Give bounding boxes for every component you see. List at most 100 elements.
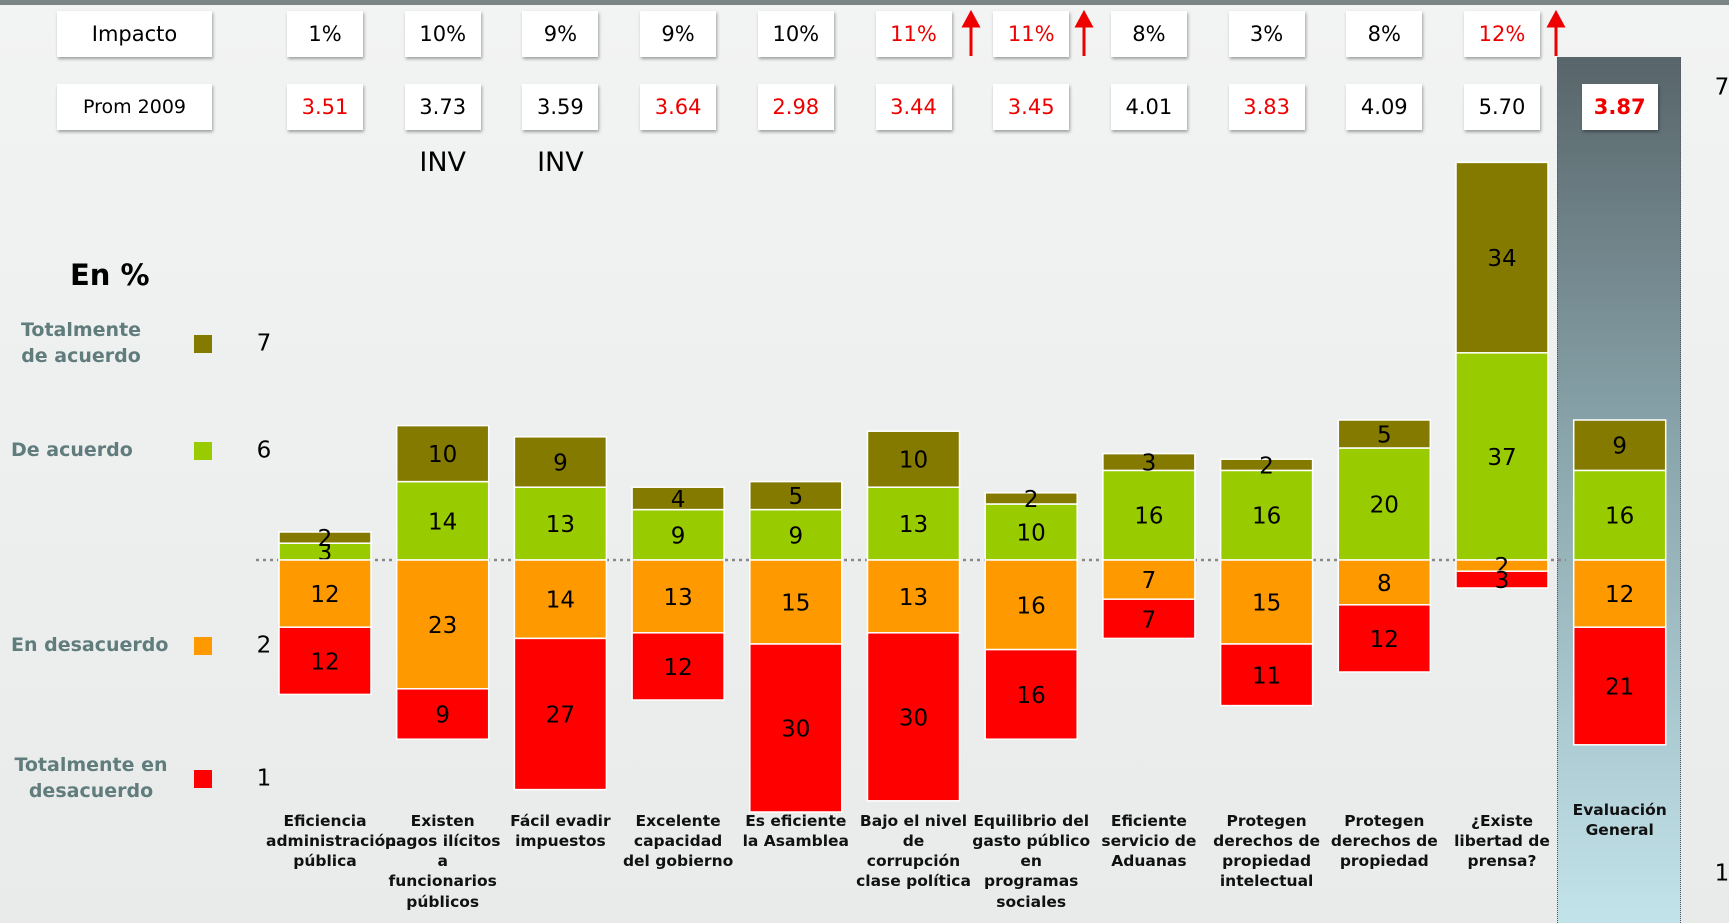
bar-segment xyxy=(631,632,725,701)
prom-label: Prom 2009 xyxy=(57,84,212,130)
bar-segment xyxy=(1455,161,1549,354)
impact-value: 8% xyxy=(1110,11,1187,57)
prom-value: 3.45 xyxy=(993,84,1070,130)
bar-segment xyxy=(749,643,843,813)
bar-value: 12 xyxy=(1605,582,1634,608)
bar-value: 34 xyxy=(1487,246,1516,272)
prom-value: 3.83 xyxy=(1228,84,1305,130)
prom-value: 4.09 xyxy=(1346,84,1423,130)
bar-segment xyxy=(513,486,608,561)
legend-swatch xyxy=(194,442,212,460)
bar-value: 9 xyxy=(435,703,450,729)
arrows xyxy=(961,9,1566,56)
bar-segment xyxy=(278,531,372,544)
prom-value: 3.44 xyxy=(875,84,952,130)
bar-segment xyxy=(1337,419,1432,449)
bar-segment xyxy=(1337,604,1432,673)
bar-value: 10 xyxy=(428,442,457,468)
prom-value: 3.87 xyxy=(1581,84,1658,130)
x-tick-label: Bajo el nivel de corrupción clase políti… xyxy=(856,812,971,891)
x-tick-label: Existen pagos ilícitos a funcionarios pú… xyxy=(384,812,501,911)
bar-value: 2 xyxy=(1259,453,1274,479)
bar-value: 12 xyxy=(1370,627,1399,653)
bar-segment xyxy=(395,688,490,740)
bar-segment xyxy=(278,626,372,696)
bar-segment xyxy=(1455,570,1549,589)
bar-segment xyxy=(1102,598,1196,640)
bar-segment xyxy=(866,632,961,802)
bar-segment xyxy=(866,559,961,634)
bar-segment xyxy=(1572,469,1667,561)
bar-value: 15 xyxy=(781,591,810,617)
bar-value: 9 xyxy=(671,523,686,549)
bar-segment xyxy=(395,480,490,561)
right-scale: 1 xyxy=(1715,861,1729,887)
impact-value: 11% xyxy=(993,11,1070,57)
bar-value: 9 xyxy=(553,451,568,477)
prom-value: 2.98 xyxy=(757,84,834,130)
bar-value: 30 xyxy=(899,705,928,731)
legend-score: 7 xyxy=(257,331,272,357)
bar-value: 13 xyxy=(663,585,692,611)
x-tick-label: Eficiente servicio de Aduanas xyxy=(1101,812,1197,871)
legend-label: De acuerdo xyxy=(11,439,133,461)
impact-value: 1% xyxy=(287,11,363,57)
impact-value: 10% xyxy=(404,11,481,57)
bar-value: 20 xyxy=(1370,493,1399,519)
legend-swatch xyxy=(194,637,212,655)
bar-value: 37 xyxy=(1487,445,1516,471)
bar-value: 5 xyxy=(1377,423,1392,449)
bar-value: 27 xyxy=(546,703,575,729)
legend-score: 6 xyxy=(257,438,272,464)
note: INV xyxy=(419,147,466,178)
bar-segment xyxy=(1102,559,1196,600)
bar-value: 16 xyxy=(1017,593,1046,619)
bar-value: 10 xyxy=(899,448,928,474)
x-tick-label: ¿Existe libertad de prensa? xyxy=(1454,812,1550,871)
bar-value: 16 xyxy=(1605,504,1634,530)
bar-value: 5 xyxy=(788,484,803,510)
bar-value: 12 xyxy=(310,582,339,608)
bar-value: 3 xyxy=(1495,568,1510,594)
bar-segment xyxy=(631,559,725,634)
legend-swatch xyxy=(194,335,212,353)
bar-segment xyxy=(1102,452,1196,472)
x-tick-label: Protegen derechos de propiedad xyxy=(1330,812,1438,871)
bar-segment xyxy=(1572,559,1667,628)
bar-segment xyxy=(984,648,1078,740)
bar-segment xyxy=(866,486,961,561)
bar-segment xyxy=(395,424,490,483)
legend-label: Totalmente de acuerdo xyxy=(20,319,142,367)
bar-segment xyxy=(513,637,608,791)
bar-segment xyxy=(749,508,843,561)
bar-value: 7 xyxy=(1142,607,1157,633)
bar-value: 13 xyxy=(899,512,928,538)
bar-segment xyxy=(631,486,725,511)
bar-value: 15 xyxy=(1252,591,1281,617)
impact-value: 10% xyxy=(757,11,834,57)
bar-value: 14 xyxy=(428,509,457,535)
bar-value: 2 xyxy=(318,526,333,552)
bar-value: 13 xyxy=(899,585,928,611)
bar-value: 12 xyxy=(663,655,692,681)
bar-segment xyxy=(395,559,490,690)
x-tick-label: Protegen derechos de propiedad intelectu… xyxy=(1213,812,1321,891)
bar-segment xyxy=(1219,643,1314,707)
bar-value: 30 xyxy=(781,717,810,743)
bar-segment xyxy=(984,503,1078,561)
bar-segment xyxy=(1572,419,1667,472)
bar-segment xyxy=(1572,626,1667,746)
bar-segment xyxy=(1337,559,1432,606)
bar-value: 3 xyxy=(1142,451,1157,477)
impact-value: 8% xyxy=(1346,11,1423,57)
note: INV xyxy=(537,147,584,178)
bar-segment xyxy=(866,430,961,488)
legend-label: En desacuerdo xyxy=(11,634,169,656)
prom-value: 4.01 xyxy=(1110,84,1187,130)
bar-segment xyxy=(1219,469,1314,561)
bar-value: 21 xyxy=(1605,675,1634,701)
bar-value: 16 xyxy=(1017,683,1046,709)
prom-value: 5.70 xyxy=(1464,84,1540,130)
legend-score: 1 xyxy=(257,766,272,792)
